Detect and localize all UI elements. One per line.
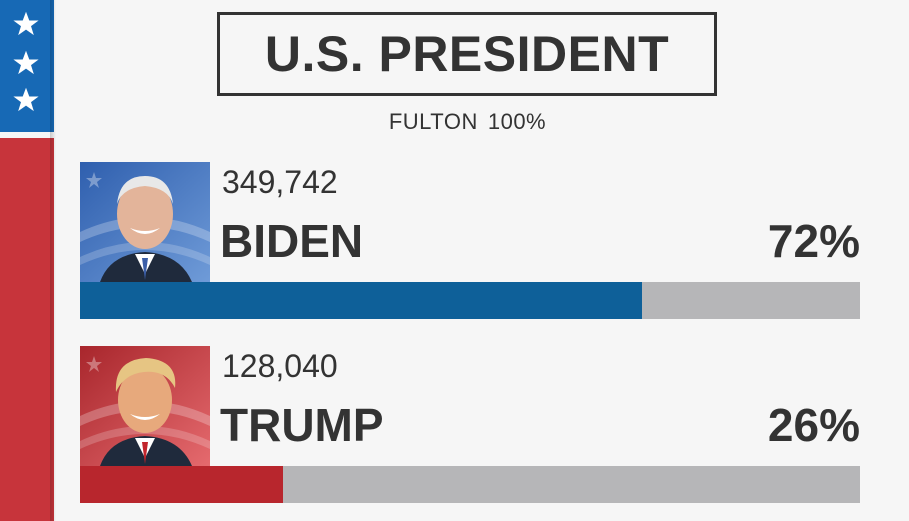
candidate-votes: 128,040	[222, 348, 338, 384]
vote-share-bar	[80, 466, 860, 503]
sidebar-red-field	[0, 138, 54, 521]
candidate-percent: 26%	[767, 399, 860, 451]
flag-sidebar	[0, 0, 56, 521]
candidate-percent: 72%	[767, 215, 860, 267]
reporting-percent: 100%	[487, 109, 547, 134]
candidate-name: BIDEN	[220, 215, 364, 267]
biden-photo	[80, 162, 210, 282]
race-title: U.S. PRESIDENT	[217, 12, 717, 96]
candidate-votes: 349,742	[222, 164, 338, 200]
vote-share-bar	[80, 282, 860, 319]
reporting-status: FULTON 100%	[0, 109, 909, 135]
candidate-name: TRUMP	[220, 399, 384, 451]
vote-share-fill	[80, 282, 642, 319]
sidebar-shadow	[50, 0, 56, 521]
trump-photo	[80, 346, 210, 466]
race-title-text: U.S. PRESIDENT	[264, 26, 670, 82]
county-name: FULTON	[388, 109, 478, 134]
star-icon	[13, 11, 39, 36]
vote-share-fill	[80, 466, 283, 503]
star-icon	[13, 50, 39, 75]
star-icon	[13, 87, 39, 112]
